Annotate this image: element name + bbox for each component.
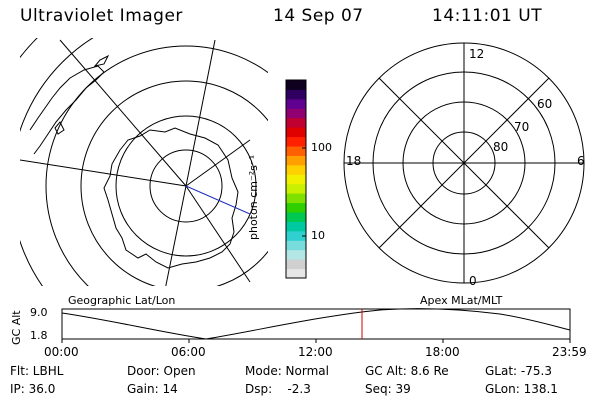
mlat-label-80: 80 — [493, 140, 509, 154]
colorbar-segment — [286, 80, 306, 90]
landmass-outline — [29, 65, 105, 155]
mode-readout: Mode: Normal — [245, 364, 329, 378]
colorbar-segment — [286, 155, 306, 166]
glat-readout: GLat: -75.3 — [485, 364, 552, 378]
seq-readout: Seq: 39 — [365, 382, 411, 396]
colorbar-segment — [286, 221, 306, 232]
track-line — [185, 185, 251, 215]
timeline-y-tick-min: 1.8 — [30, 329, 48, 342]
colorbar-frame — [285, 79, 307, 279]
glon-readout: GLon: 138.1 — [485, 382, 558, 396]
colorbar-segment — [286, 212, 306, 222]
lat-circle — [149, 149, 223, 223]
x-tick-label-0600: 06:00 — [171, 345, 206, 359]
colorbar-segment — [286, 136, 306, 147]
colorbar-segment — [286, 164, 306, 175]
x-tick-label-2359: 23:59 — [552, 345, 587, 359]
colorbar-segment — [286, 268, 306, 279]
x-tick-label-1800: 18:00 — [425, 345, 460, 359]
timeline-y-tick-max: 9.0 — [30, 306, 48, 319]
landmass-outline — [93, 54, 110, 67]
colorbar-segment — [286, 230, 306, 241]
lat-circle — [45, 45, 268, 286]
colorbar-segment — [286, 146, 306, 156]
x-tick-label-0000: 00:00 — [44, 345, 79, 359]
colorbar-tick-100: 100 — [311, 141, 332, 154]
antarctica-coastline — [103, 127, 239, 269]
colorbar-segment — [286, 183, 306, 194]
meridian-line — [185, 139, 251, 187]
meridian-line — [185, 185, 251, 283]
meridian-line — [59, 39, 187, 187]
lat-circle — [115, 115, 257, 257]
filter-readout: Flt: LBHL — [10, 364, 64, 378]
dsp-readout: Dsp: -2.3 — [245, 382, 311, 396]
ip-readout: IP: 36.0 — [10, 382, 56, 396]
landmass-outline — [54, 121, 65, 135]
colorbar-segment — [286, 240, 306, 251]
meridian-line — [185, 39, 216, 187]
colorbar-segment — [286, 117, 306, 128]
colorbar-segment — [286, 98, 306, 109]
mlat-label-60: 60 — [537, 97, 553, 111]
colorbar-segment — [286, 193, 306, 204]
door-readout: Door: Open — [127, 364, 196, 378]
colorbar-segment — [286, 202, 306, 213]
colorbar-tick-10: 10 — [311, 229, 325, 242]
mlt-label-18: 18 — [346, 154, 362, 168]
left-projection-caption: Geographic Lat/Lon — [68, 294, 176, 307]
colorbar-segment — [286, 259, 306, 270]
altitude-curve — [61, 308, 571, 340]
lat-circle — [80, 80, 268, 286]
mlt-label-0: 0 — [469, 274, 477, 288]
colorbar-segment — [286, 174, 306, 185]
gc-alt-readout: GC Alt: 8.6 Re — [365, 364, 449, 378]
colorbar-segment — [286, 108, 306, 119]
instrument-title: Ultraviolet Imager — [20, 6, 183, 26]
x-tick-label-1200: 12:00 — [298, 345, 333, 359]
mlt-label-12: 12 — [469, 47, 485, 61]
gain-readout: Gain: 14 — [127, 382, 178, 396]
observation-date: 14 Sep 07 — [273, 6, 364, 26]
mlat-label-70: 70 — [514, 120, 530, 134]
meridian-line — [20, 159, 187, 187]
mlt-label-6: 6 — [577, 154, 585, 168]
observation-time: 14:11:01 UT — [432, 6, 543, 26]
meridian-line — [165, 185, 187, 286]
colorbar-segment — [286, 89, 306, 100]
colorbar-segment — [286, 249, 306, 260]
right-projection-caption: Apex MLat/MLT — [420, 294, 503, 307]
polar-axis — [378, 77, 550, 249]
colorbar-segment — [286, 127, 306, 138]
